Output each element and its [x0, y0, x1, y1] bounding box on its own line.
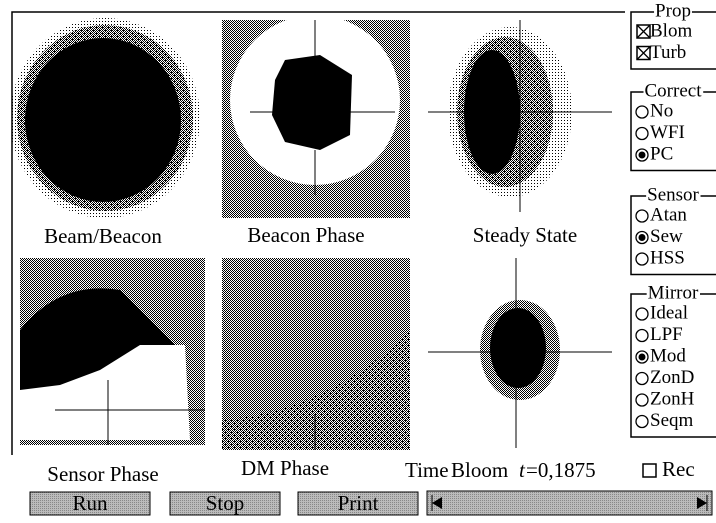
option-label[interactable]: Ideal — [650, 302, 688, 323]
app-window: Beam/Beacon Beacon Phase Steady State Senso… — [0, 0, 716, 523]
option-label[interactable]: Turb — [650, 42, 686, 63]
option-label[interactable]: WFI — [650, 122, 685, 143]
option-label[interactable]: Seqm — [650, 410, 694, 431]
group-title: Sensor — [647, 184, 699, 205]
radio[interactable] — [636, 416, 648, 428]
button-label[interactable]: Print — [338, 491, 379, 515]
panel-label: Steady State — [473, 223, 577, 247]
radio-dot — [639, 234, 646, 241]
radio[interactable] — [636, 373, 648, 385]
radio[interactable] — [636, 253, 648, 265]
group-title: Mirror — [648, 282, 699, 303]
image-panel — [428, 258, 612, 448]
panel-label: Beacon Phase — [247, 223, 364, 247]
rec-label: Rec — [662, 457, 695, 481]
radio[interactable] — [636, 308, 648, 320]
panel-label: Sensor Phase — [47, 462, 158, 486]
option-label[interactable]: No — [650, 100, 673, 121]
scrollbar[interactable] — [427, 491, 712, 515]
time-label: Time — [405, 458, 449, 482]
option-label[interactable]: Blom — [650, 20, 692, 41]
radio[interactable] — [636, 330, 648, 342]
panel-label: Beam/Beacon — [44, 224, 162, 248]
button-label[interactable]: Stop — [206, 491, 245, 515]
image-panel — [222, 15, 410, 218]
group-title: Prop — [655, 0, 691, 21]
image-panel — [10, 18, 205, 220]
option-label[interactable]: HSS — [650, 247, 685, 268]
radio[interactable] — [636, 106, 648, 118]
button-label[interactable]: Run — [72, 491, 108, 515]
radio[interactable] — [636, 128, 648, 140]
option-label[interactable]: PC — [650, 143, 673, 164]
option-label[interactable]: LPF — [650, 324, 683, 345]
mode-label: Bloom — [451, 458, 508, 482]
option-label[interactable]: Mod — [650, 345, 686, 366]
image-panel — [428, 20, 612, 212]
image-panel — [222, 258, 410, 450]
t-value: =0,1875 — [526, 458, 596, 482]
option-label[interactable]: Atan — [650, 204, 687, 225]
radio-dot — [639, 152, 646, 159]
panel-label: DM Phase — [241, 456, 329, 480]
image-panel — [20, 258, 205, 445]
option-label[interactable]: ZonD — [650, 367, 694, 388]
radio[interactable] — [636, 394, 648, 406]
option-label[interactable]: ZonH — [650, 388, 695, 409]
group-title: Correct — [645, 80, 703, 101]
radio-dot — [639, 354, 646, 361]
rec-checkbox[interactable] — [643, 464, 656, 477]
radio[interactable] — [636, 210, 648, 222]
option-label[interactable]: Sew — [650, 226, 683, 247]
t-var: t — [519, 458, 526, 482]
